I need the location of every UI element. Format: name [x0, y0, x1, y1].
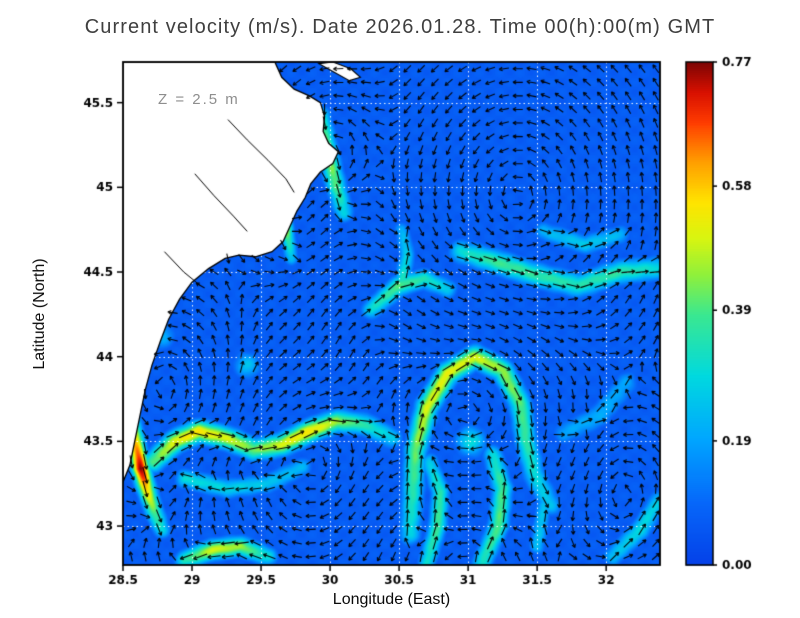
x-axis-label: Longitude (East)	[332, 591, 451, 608]
chart-title: Current velocity (m/s). Date 2026.01.28.…	[84, 16, 716, 38]
depth-annotation: Z = 2.5 m	[158, 91, 240, 108]
y-axis-label: Latitude (North)	[31, 258, 48, 370]
